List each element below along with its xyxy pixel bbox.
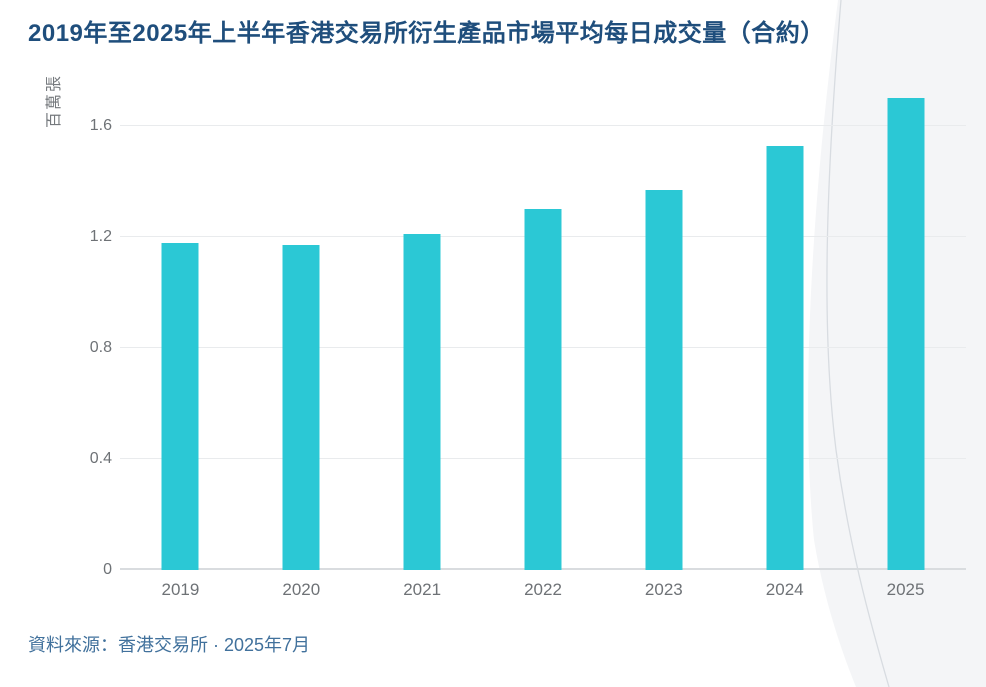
y-axis: 0 0.4 0.8 1.2 1.6 [50,90,112,578]
source-note: 資料來源：香港交易所 · 2025年7月 [28,635,311,655]
plot-area [120,90,966,570]
bar [887,98,925,570]
bar [403,234,441,570]
x-axis-label: 2024 [765,580,804,599]
bar [766,145,804,570]
bar [161,242,199,570]
gridline [120,125,966,127]
x-axis-label: 2021 [403,580,442,599]
x-axis: 2019 2020 2021 2022 2023 2024 2025 [120,580,966,606]
chart-title: 2019年至2025年上半年香港交易所衍生產品市場平均每日成交量（合約） [28,20,825,47]
y-axis-tick: 1.6 [89,117,112,135]
y-axis-tick: 0.4 [89,450,112,468]
arc-line [826,0,890,687]
y-axis-tick: 1.2 [89,228,112,246]
x-axis-label: 2025 [886,580,925,599]
y-axis-tick: 0.8 [89,339,112,357]
x-axis-label: 2022 [524,580,562,599]
bar [282,245,320,570]
x-axis-label: 2023 [644,580,683,599]
x-axis-label: 2020 [282,580,321,599]
x-axis-label: 2019 [161,580,200,599]
bar [645,189,683,570]
bar [524,209,562,570]
y-axis-tick: 0 [103,561,112,578]
